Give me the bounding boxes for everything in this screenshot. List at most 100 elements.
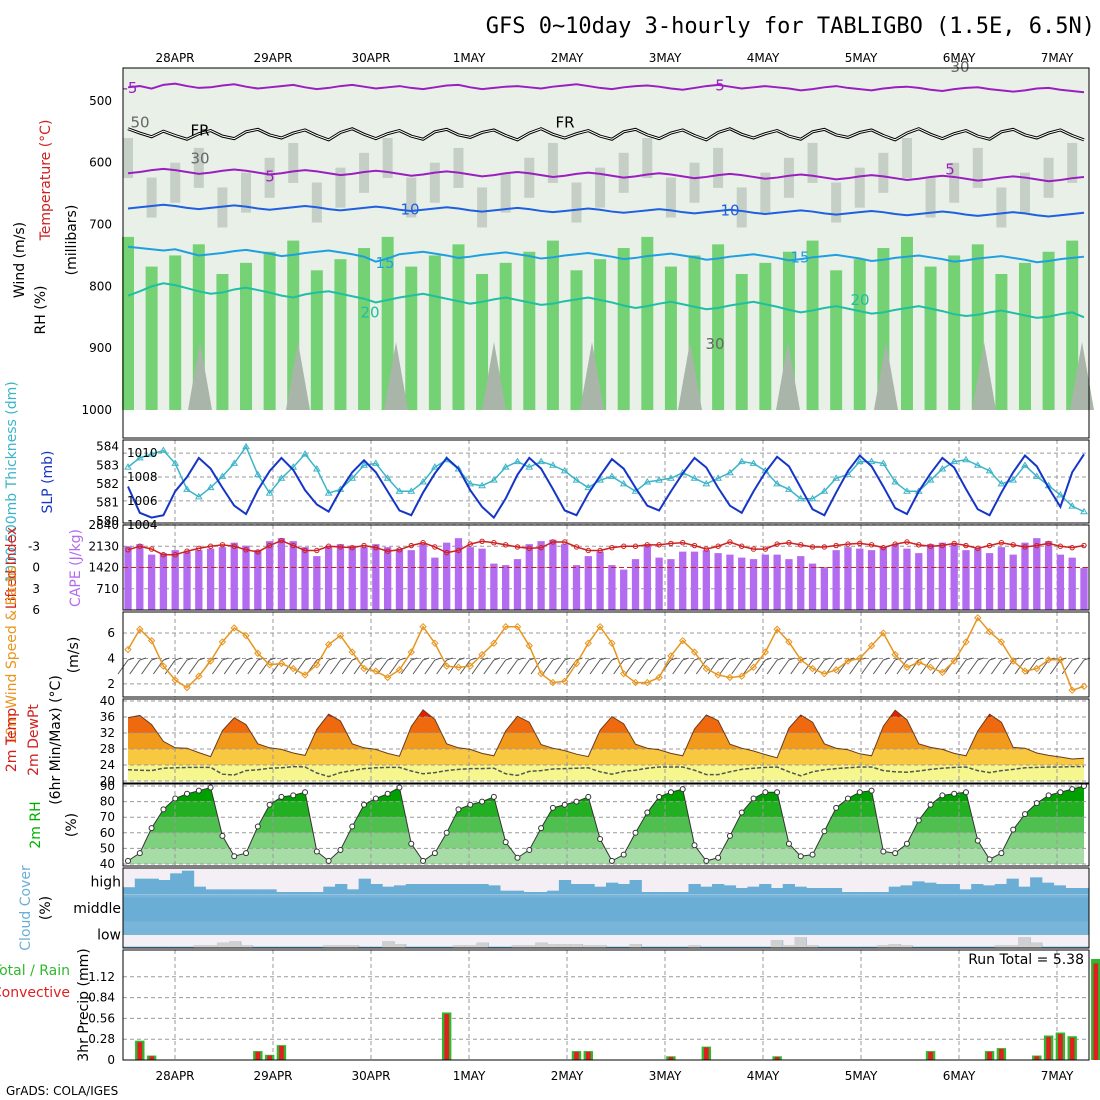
contour-label: 30	[950, 58, 969, 76]
cloud-low-clear	[770, 940, 783, 948]
cloud-low-bar	[134, 946, 148, 948]
precip-frame	[122, 949, 1090, 1061]
lifted-index-marker	[196, 545, 202, 552]
thickness-marker	[407, 487, 416, 494]
cape-bar	[572, 565, 581, 610]
wind-barb	[990, 659, 1002, 675]
cloud-high-bar	[982, 885, 996, 895]
rh-moist-region	[523, 251, 536, 410]
thickness-marker	[395, 487, 404, 494]
thickness-line	[127, 445, 1085, 513]
wind-barb-flag	[552, 657, 560, 661]
rh-moist-region	[334, 259, 347, 410]
cloud-low-clear	[205, 945, 218, 948]
cape-bar	[159, 553, 168, 610]
wind-speed-marker	[431, 639, 439, 647]
cloud-low-clear	[547, 944, 559, 948]
thickness-marker	[950, 457, 959, 465]
temp-minmax-label: (6hr Min/Max) (°C)	[48, 675, 64, 805]
wind-speed-marker	[572, 659, 581, 668]
cloud-high-bar	[382, 886, 395, 895]
cloud-high-bar	[476, 884, 489, 895]
date-label-top: 3MAY	[649, 51, 682, 65]
date-label-top: 29APR	[253, 51, 292, 65]
cloud-low-bar	[829, 946, 843, 948]
rh-dry-spike	[874, 342, 898, 410]
cloud-low-clear	[900, 945, 913, 948]
precip-tick: 0.84	[88, 991, 115, 1005]
thickness-marker	[820, 487, 829, 494]
rh-marker	[644, 809, 651, 816]
wind-barb-flag	[765, 657, 772, 661]
cape-bar	[749, 559, 758, 610]
wind-speed-marker	[407, 648, 415, 656]
rh-marker	[349, 823, 356, 830]
lifted-index-marker	[880, 544, 887, 551]
cloud-high-bar	[123, 887, 136, 895]
wind-speed-marker	[761, 648, 770, 656]
rh-marker	[821, 828, 828, 835]
wind-speed-marker	[584, 639, 593, 647]
thickness-marker	[608, 472, 616, 479]
rh-marker	[278, 793, 285, 800]
cape-bar	[844, 547, 852, 610]
cape-bar	[1080, 568, 1088, 610]
cape-bar	[832, 550, 840, 610]
rh-marker	[467, 801, 474, 808]
rh-marker	[833, 804, 840, 811]
lifted-index-marker	[538, 544, 544, 551]
cape-bar	[513, 559, 522, 610]
rh-axis-label: RH (%)	[33, 286, 49, 335]
date-label-bottom: 7MAY	[1041, 1069, 1074, 1083]
cloud-high-bar	[818, 888, 831, 895]
cloud-low-clear	[217, 942, 230, 948]
cape-bar	[997, 547, 1006, 610]
cloud-low-bar	[170, 946, 183, 948]
lifted-index-marker	[621, 543, 627, 549]
wind-speed-marker	[856, 654, 864, 663]
lifted-index-marker	[184, 548, 190, 554]
thickness-marker	[159, 446, 168, 453]
wind-barb	[235, 659, 247, 675]
contour-label: FR	[555, 114, 574, 132]
date-label-top: 30APR	[351, 51, 390, 65]
rh-dry-spike	[776, 342, 800, 410]
wind-barb-flag	[812, 657, 819, 661]
lifted-index-marker	[774, 541, 780, 547]
cloud-low-clear	[382, 941, 394, 948]
wind-barb	[813, 659, 825, 675]
cape-bar	[1044, 541, 1053, 610]
cloud-axis-label: Cloud Cover	[18, 865, 34, 951]
cloud-high-bar	[700, 886, 713, 895]
cloud-high-bar	[558, 880, 572, 895]
temp-tick: 24	[100, 758, 115, 772]
precip-convective-bar	[1093, 963, 1099, 1060]
lifted-index-line	[127, 539, 1085, 556]
thickness-marker	[525, 463, 534, 470]
cloud-high-bar	[712, 884, 725, 895]
cloud-high-bar	[323, 886, 336, 895]
cloud-high-bar	[193, 886, 206, 895]
cape-tick: 710	[96, 582, 119, 596]
thickness-marker	[796, 494, 805, 502]
cloud-low-bar	[982, 946, 996, 948]
cloud-low-clear	[511, 945, 524, 948]
cloud-low-bar	[947, 946, 960, 948]
wind-speed-marker	[442, 662, 451, 670]
cloud-low-clear	[994, 945, 1007, 948]
lifted-index-marker	[857, 540, 863, 547]
rh-moist-region	[759, 262, 772, 410]
cape-bar	[502, 565, 510, 610]
wind-speed-marker	[738, 672, 746, 680]
slp-tick: 1006	[127, 494, 158, 508]
wind-speed-marker	[1021, 667, 1029, 675]
wind-speed-marker	[513, 622, 522, 631]
cloud-low-bar	[759, 946, 772, 948]
date-label-top: 6MAY	[943, 51, 976, 65]
lifted-index-marker	[207, 543, 214, 549]
wind-speed-marker	[985, 628, 994, 636]
cloud-high-bar	[311, 892, 324, 895]
cape-tick: 2840	[88, 518, 119, 532]
lifted-index-marker	[680, 540, 686, 546]
cloud-high-bar	[335, 884, 348, 895]
